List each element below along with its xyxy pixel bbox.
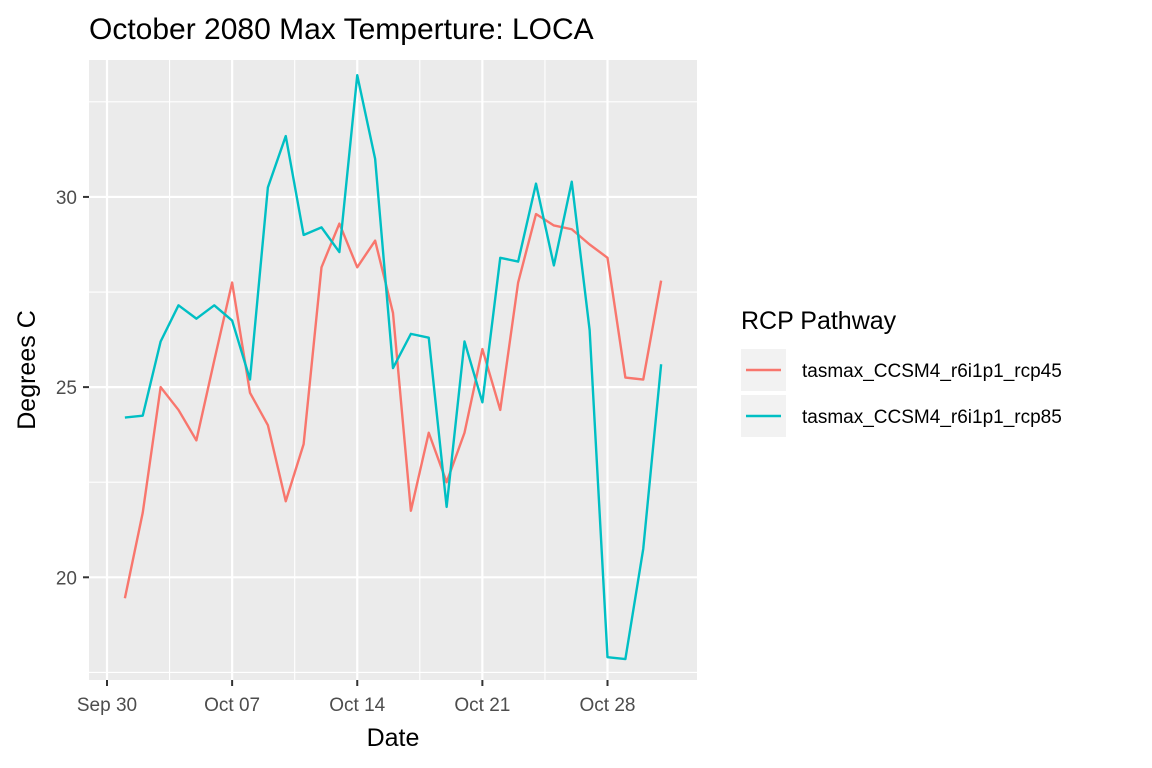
y-tick-label: 20: [56, 568, 77, 589]
legend-items: tasmax_CCSM4_r6i1p1_rcp45 tasmax_CCSM4_r6…: [741, 349, 1062, 437]
legend-title: RCP Pathway: [741, 307, 897, 335]
chart-title: October 2080 Max Temperture: LOCA: [89, 13, 594, 46]
x-tick-label: Sep 30: [77, 695, 137, 716]
series-line-1: [123, 212, 663, 599]
x-tick-label: Oct 07: [204, 695, 260, 716]
legend: RCP Pathway tasmax_CCSM4_r6i1p1_rcp45tas…: [741, 307, 1062, 437]
series-lines: [123, 74, 663, 661]
x-tick-label: Oct 21: [454, 695, 510, 716]
plot-panel: [89, 60, 697, 680]
minor-gridlines: [89, 60, 697, 680]
y-axis-title: Degrees C: [13, 310, 41, 430]
y-tick-label: 25: [56, 378, 77, 399]
major-gridlines: [89, 60, 697, 680]
x-tick-label: Oct 14: [329, 695, 385, 716]
x-tick-label: Oct 28: [580, 695, 636, 716]
legend-label-2: tasmax_CCSM4_r6i1p1_rcp85: [802, 407, 1062, 428]
y-axis: 20 25 30: [56, 188, 89, 589]
y-tick-label: 30: [56, 188, 77, 209]
legend-label-1: tasmax_CCSM4_r6i1p1_rcp45: [802, 361, 1062, 382]
series-line-2: [124, 74, 663, 661]
x-axis: Sep 30 Oct 07 Oct 14 Oct 21 Oct 28: [77, 680, 636, 716]
x-axis-title: Date: [367, 724, 420, 752]
